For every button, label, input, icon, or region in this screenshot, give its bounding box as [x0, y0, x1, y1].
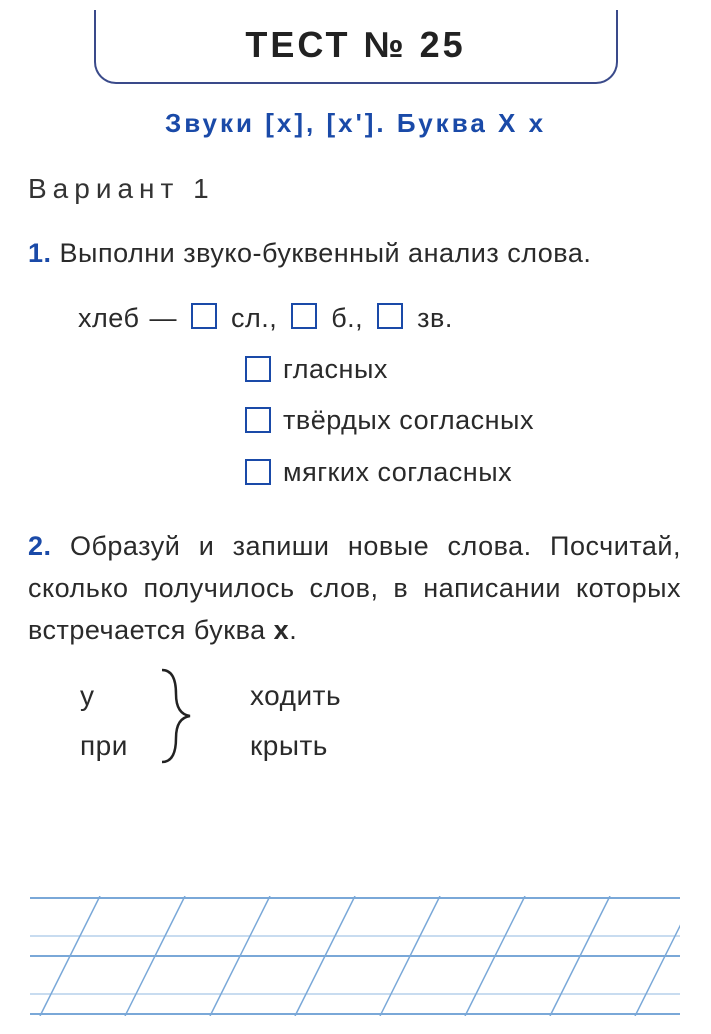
checkbox-soft[interactable]	[245, 459, 271, 485]
checkbox-sounds[interactable]	[377, 303, 403, 329]
label-soft: мягких согласных	[283, 457, 512, 487]
q1-word: хлеб	[78, 293, 139, 344]
writing-grid[interactable]	[30, 896, 680, 1016]
analysis-row-1: хлеб — сл., б., зв.	[78, 293, 681, 344]
label-hard: твёрдых согласных	[283, 405, 534, 435]
dash: —	[149, 293, 177, 344]
question-2: 2. Образуй и запиши новые слова. Посчита…	[28, 526, 681, 768]
checkbox-vowels[interactable]	[245, 356, 271, 382]
q1-number: 1.	[28, 238, 52, 268]
checkbox-hard[interactable]	[245, 407, 271, 433]
checkbox-letters[interactable]	[291, 303, 317, 329]
question-1: 1. Выполни звуко-буквенный анализ слова.…	[28, 233, 681, 498]
q2-text-part2: .	[289, 615, 297, 645]
prefix-u: у	[80, 674, 95, 717]
analysis-row-hard: твёрдых согласных	[241, 395, 681, 446]
q2-number: 2.	[28, 531, 52, 561]
q1-text: Выполни звуко-буквенный анализ слова.	[60, 238, 592, 268]
analysis-indent-block: гласных твёрдых согласных мягких согласн…	[241, 344, 681, 498]
q2-text-part1: Образуй и запиши новые слова. Посчитай, …	[28, 531, 681, 645]
label-sl: сл.,	[231, 293, 277, 344]
prefix-pri: при	[80, 724, 128, 767]
analysis-row-soft: мягких согласных	[241, 447, 681, 498]
label-b: б.,	[331, 293, 363, 344]
stem-hodit: ходить	[250, 674, 341, 717]
checkbox-syllables[interactable]	[191, 303, 217, 329]
q2-bold-letter: х	[274, 615, 290, 645]
variant-label: Вариант 1	[28, 173, 711, 205]
brace-icon	[156, 666, 196, 766]
title-box: ТЕСТ № 25	[94, 10, 618, 84]
label-vowels: гласных	[283, 354, 388, 384]
word-formation-block: у при ходить крыть	[80, 668, 681, 768]
label-zv: зв.	[417, 293, 453, 344]
stem-kryt: крыть	[250, 724, 328, 767]
subtitle: Звуки [х], [х']. Буква Х х	[0, 108, 711, 139]
analysis-row-vowels: гласных	[241, 344, 681, 395]
q1-analysis: хлеб — сл., б., зв. гласных твёрдых согл…	[78, 293, 681, 498]
page-title: ТЕСТ № 25	[245, 24, 465, 65]
